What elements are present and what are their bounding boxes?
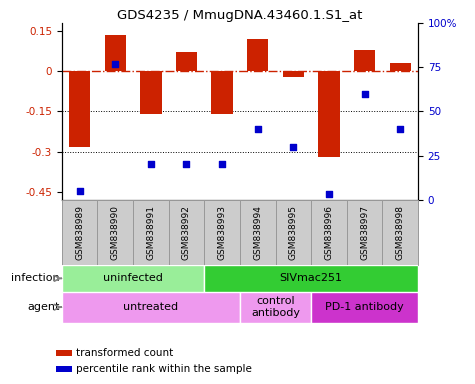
- Bar: [140, 71, 162, 114]
- Bar: [204, 200, 240, 265]
- Bar: [318, 71, 340, 157]
- Text: PD-1 antibody: PD-1 antibody: [325, 302, 404, 312]
- Text: SIVmac251: SIVmac251: [280, 273, 342, 283]
- Text: GSM838993: GSM838993: [218, 205, 227, 260]
- Text: control
antibody: control antibody: [251, 296, 300, 318]
- Bar: [97, 200, 133, 265]
- Bar: [276, 200, 311, 265]
- Bar: [240, 292, 311, 323]
- Bar: [169, 200, 204, 265]
- Text: GSM838996: GSM838996: [324, 205, 333, 260]
- Bar: [247, 39, 268, 71]
- Point: [111, 61, 119, 67]
- Point: [325, 191, 332, 197]
- Title: GDS4235 / MmugDNA.43460.1.S1_at: GDS4235 / MmugDNA.43460.1.S1_at: [117, 9, 362, 22]
- Point: [396, 126, 404, 132]
- Bar: [176, 53, 197, 71]
- Bar: [62, 200, 97, 265]
- Point: [361, 91, 369, 97]
- Text: uninfected: uninfected: [103, 273, 163, 283]
- Text: percentile rank within the sample: percentile rank within the sample: [76, 364, 252, 374]
- Text: transformed count: transformed count: [76, 348, 173, 358]
- Bar: [211, 71, 233, 114]
- Text: agent: agent: [28, 302, 60, 312]
- Bar: [69, 71, 90, 147]
- Bar: [62, 292, 240, 323]
- Bar: [240, 200, 276, 265]
- Point: [289, 144, 297, 150]
- Bar: [62, 265, 204, 292]
- Point: [254, 126, 261, 132]
- Bar: [133, 200, 169, 265]
- Text: GSM838998: GSM838998: [396, 205, 405, 260]
- Text: GSM838997: GSM838997: [360, 205, 369, 260]
- Text: untreated: untreated: [123, 302, 179, 312]
- Text: infection: infection: [11, 273, 60, 283]
- Text: GSM838994: GSM838994: [253, 205, 262, 260]
- Bar: [311, 292, 418, 323]
- Bar: [56, 350, 72, 356]
- Bar: [283, 71, 304, 76]
- Bar: [382, 200, 418, 265]
- Text: GSM838995: GSM838995: [289, 205, 298, 260]
- Point: [76, 188, 84, 194]
- Bar: [390, 63, 411, 71]
- Bar: [354, 50, 375, 71]
- Text: GSM838990: GSM838990: [111, 205, 120, 260]
- Bar: [104, 35, 126, 71]
- Bar: [204, 265, 418, 292]
- Point: [182, 161, 190, 167]
- Text: GSM838989: GSM838989: [75, 205, 84, 260]
- Bar: [311, 200, 347, 265]
- Text: GSM838992: GSM838992: [182, 205, 191, 260]
- Bar: [56, 366, 72, 372]
- Bar: [347, 200, 382, 265]
- Point: [147, 161, 155, 167]
- Point: [218, 161, 226, 167]
- Text: GSM838991: GSM838991: [146, 205, 155, 260]
